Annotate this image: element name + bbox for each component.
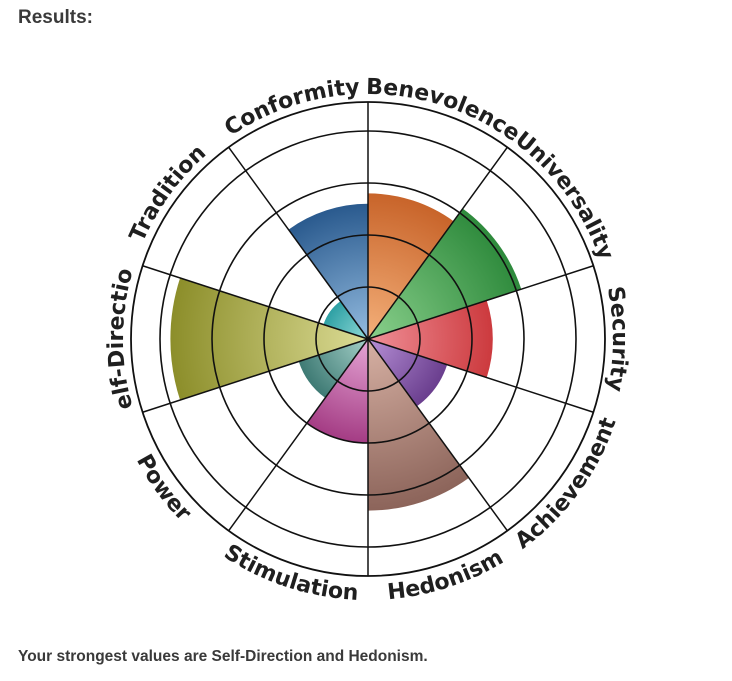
grid-spoke xyxy=(367,338,508,532)
sector-self-direction xyxy=(170,277,368,401)
grid-spoke xyxy=(228,146,369,340)
grid-spoke xyxy=(367,338,594,413)
label-universality: Universality xyxy=(510,127,618,263)
grid-spoke xyxy=(367,265,594,340)
grid-spoke xyxy=(142,265,369,340)
grid-layer xyxy=(130,101,606,577)
sectors-layer xyxy=(170,193,522,511)
sector-stimulation xyxy=(306,339,368,443)
label-stimulation: Stimulation xyxy=(220,540,360,606)
label-achievement: Achievement xyxy=(511,414,622,554)
label-power: Power xyxy=(131,450,196,526)
label-hedonism: Hedonism xyxy=(386,545,508,605)
summary-text: Your strongest values are Self-Direction… xyxy=(18,648,428,665)
label-tradition: Tradition xyxy=(125,140,211,245)
sector-security xyxy=(368,300,493,378)
sector-universality xyxy=(368,208,522,339)
results-heading: Results: xyxy=(18,7,93,28)
sector-power xyxy=(298,339,368,398)
sector-benevolence xyxy=(368,193,454,339)
label-benevolence: Benevolence xyxy=(366,75,525,147)
grid-spoke xyxy=(367,146,508,340)
label-security: Security xyxy=(602,285,632,394)
grid-spoke xyxy=(142,338,369,413)
label-conformity: Conformity xyxy=(220,75,360,141)
grid-spoke xyxy=(228,338,369,532)
sector-hedonism xyxy=(368,339,469,511)
label-self-direction: Self-Direction xyxy=(0,0,138,412)
sector-tradition xyxy=(323,301,368,339)
